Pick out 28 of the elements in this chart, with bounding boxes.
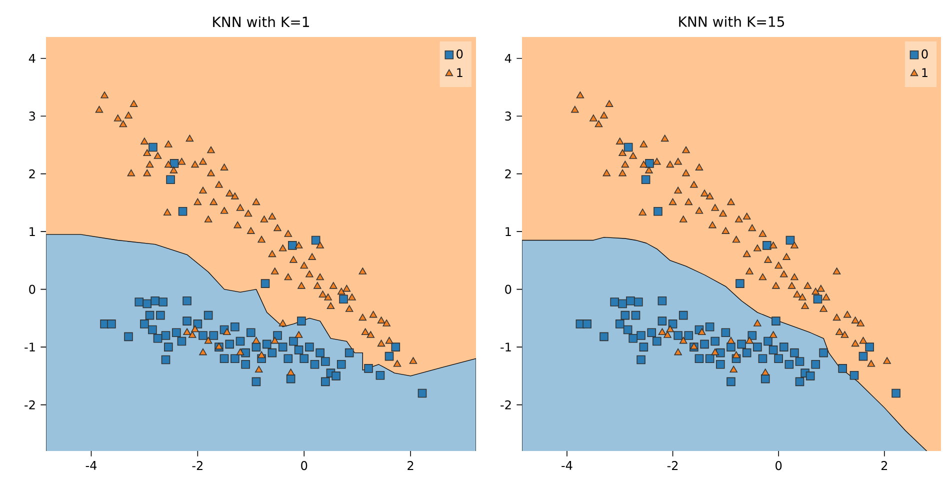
y-tick-label: 1 [30,227,35,236]
chart-title: KNN with K=1 [213,16,309,27]
y-tick-label: 2 [505,169,511,178]
x-tick-label: 2 [881,461,888,470]
x-tick-label: 2 [408,461,414,470]
y-tick-label: 3 [29,112,35,121]
y-tick-label: -2 [500,400,511,410]
y-tick-label: 0 [505,284,512,294]
y-tick-label: 4 [504,54,512,63]
y-tick-label: 3 [505,112,511,121]
y-tick-label: 0 [29,284,36,294]
chart-title: KNN with K=15 [679,16,784,27]
x-tick-label: -2 [667,461,678,470]
y-tick-label: -1 [24,342,35,352]
legend-label: 0 [456,49,463,58]
x-tick-label: -4 [86,461,97,470]
x-tick-label: -2 [192,461,202,470]
y-tick-label: 2 [29,169,35,178]
y-tick-label: -1 [500,342,511,352]
y-tick-label: 4 [28,54,36,63]
x-tick-label: 0 [301,461,308,470]
legend-label: 0 [922,49,928,58]
x-tick-label: -4 [562,461,572,470]
legend-label: 1 [922,68,928,78]
y-tick-label: 1 [506,227,511,236]
legend-label: 1 [457,68,462,78]
y-tick-label: -2 [24,400,35,410]
x-tick-label: 0 [776,461,782,470]
